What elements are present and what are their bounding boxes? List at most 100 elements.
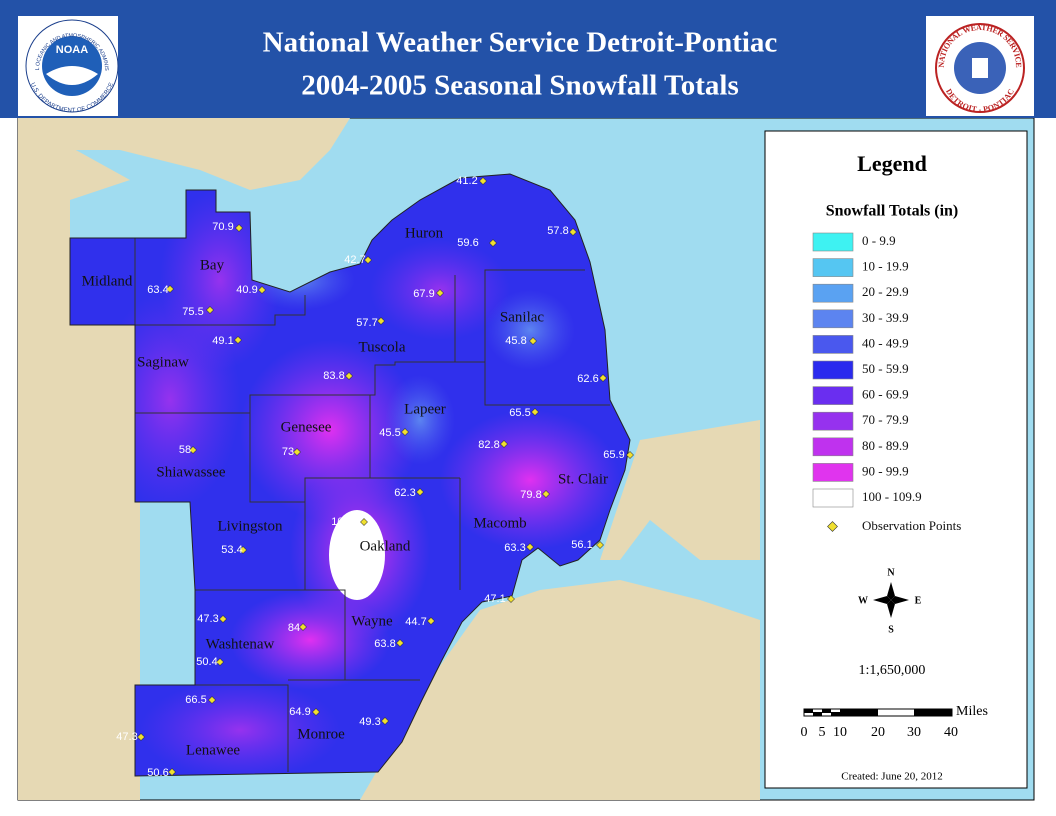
legend-swatch: [812, 411, 854, 431]
observation-value: 45.8: [505, 335, 526, 347]
observation-value: 75.5: [182, 306, 203, 318]
legend-swatch: [812, 437, 854, 457]
county-name: Genesee: [281, 419, 332, 435]
county-name: Lapeer: [404, 401, 446, 417]
observation-value: 63.8: [374, 638, 395, 650]
observation-point: [216, 658, 224, 666]
header-bar: [0, 0, 1056, 118]
title: National Weather Service Detroit-Pontiac: [263, 27, 778, 59]
observation-value: 57.7: [356, 317, 377, 329]
observation-point: [239, 546, 247, 554]
legend-swatch: [812, 335, 854, 354]
compass-s: S: [888, 624, 894, 635]
county-name: Bay: [200, 257, 225, 273]
observation-value: 64.9: [289, 706, 310, 718]
county-name: St. Clair: [558, 471, 608, 487]
county-name: Wayne: [351, 613, 393, 629]
county-name: Midland: [82, 273, 133, 289]
region-outline: [69, 173, 631, 777]
observation-point: [312, 708, 320, 716]
observation-value: 50.6: [147, 767, 168, 779]
legend-swatch: [812, 360, 854, 380]
observation-point: [168, 768, 176, 776]
observation-point: [529, 337, 537, 345]
observation-point: [489, 239, 497, 247]
observation-value: 67.9: [413, 288, 434, 300]
observation-point: [479, 177, 487, 185]
noaa-logo: NOAA NATIONAL OCEANIC AND ATMOSPHERIC AD…: [0, 0, 119, 116]
observation-value: 40.9: [236, 284, 257, 296]
county-labels: Midland Bay Huron Saginaw Tuscola Sanilac Gene…: [82, 225, 608, 758]
scale-ratio: 1:1,650,000: [859, 663, 926, 678]
observation-point: [416, 488, 424, 496]
observation-value: 65.9: [603, 449, 624, 461]
legend-class-label: 0 - 9.9: [862, 233, 896, 248]
observation-value: 57.8: [547, 225, 568, 237]
observation-value: 45.5: [379, 427, 400, 439]
observation-point: [377, 317, 385, 325]
observation-value: 79.8: [520, 489, 541, 501]
observation-value: 84: [288, 622, 300, 634]
observation-value: 49.3: [359, 716, 380, 728]
legend-class-label: 20 - 29.9: [862, 284, 909, 299]
observation-point: [381, 717, 389, 725]
observation-point: [427, 617, 435, 625]
subtitle: 2004-2005 Seasonal Snowfall Totals: [301, 70, 739, 102]
observation-point: [596, 541, 604, 549]
observation-value: 47.3: [116, 731, 137, 743]
county-name: Sanilac: [500, 309, 544, 325]
observation-value: 66.5: [185, 694, 206, 706]
legend-class-label: 40 - 49.9: [862, 335, 909, 350]
observation-point: [206, 306, 214, 314]
observation-point: [626, 451, 634, 459]
observation-point: [293, 448, 301, 456]
observation-value: 47.1: [484, 593, 505, 605]
legend-class-label: 10 - 19.9: [862, 259, 909, 274]
scale-unit: Miles: [956, 704, 988, 719]
county-name: Oakland: [360, 538, 411, 554]
observation-value: 58: [179, 444, 191, 456]
legend-class-label: 50 - 59.9: [862, 361, 909, 376]
observation-point: [208, 696, 216, 704]
legend-swatch: [812, 463, 854, 482]
legend-subtitle: Snowfall Totals (in): [826, 203, 958, 220]
scale-tick-label: 10: [833, 725, 847, 740]
observation-value: 62.6: [577, 373, 598, 385]
observation-point: [396, 639, 404, 647]
observation-value: 50.4: [196, 656, 217, 668]
county-name: Tuscola: [359, 339, 406, 355]
observation-point: [166, 285, 174, 293]
compass-n: N: [887, 567, 895, 578]
observation-value: 63.4: [147, 284, 168, 296]
observation-value: 53.4: [221, 544, 242, 556]
legend-class-label: 100 - 109.9: [862, 489, 922, 504]
observation-value: 44.7: [405, 616, 426, 628]
observation-point: [507, 595, 515, 603]
scale-ticks: 0 5 10 20 30 40: [801, 725, 959, 740]
observation-point: [137, 733, 145, 741]
legend-swatch: [812, 386, 854, 405]
legend-swatch: [812, 309, 854, 329]
observation-point: [299, 623, 307, 631]
observation-value: 56.1: [571, 539, 592, 551]
observation-point: [599, 374, 607, 382]
county-name: Washtenaw: [206, 636, 275, 652]
county-name: Huron: [405, 225, 444, 241]
scale-tick-label: 0: [801, 725, 808, 740]
compass: N S E W: [858, 567, 922, 635]
legend-swatch: [812, 488, 854, 508]
observation-value: 49.1: [212, 335, 233, 347]
created-date: Created: June 20, 2012: [841, 771, 942, 783]
legend-class-label: 70 - 79.9: [862, 412, 909, 427]
observation-value: 63.3: [504, 542, 525, 554]
observation-point: [345, 372, 353, 380]
legend-swatch: [812, 283, 854, 303]
scale-tick-label: 30: [907, 725, 921, 740]
observation-value: 42.7: [344, 254, 365, 266]
land: [18, 118, 760, 800]
county-name: Saginaw: [137, 354, 189, 370]
observation-value: 47.3: [197, 613, 218, 625]
legend-class-label: 60 - 69.9: [862, 387, 909, 402]
observation-point: [219, 615, 227, 623]
